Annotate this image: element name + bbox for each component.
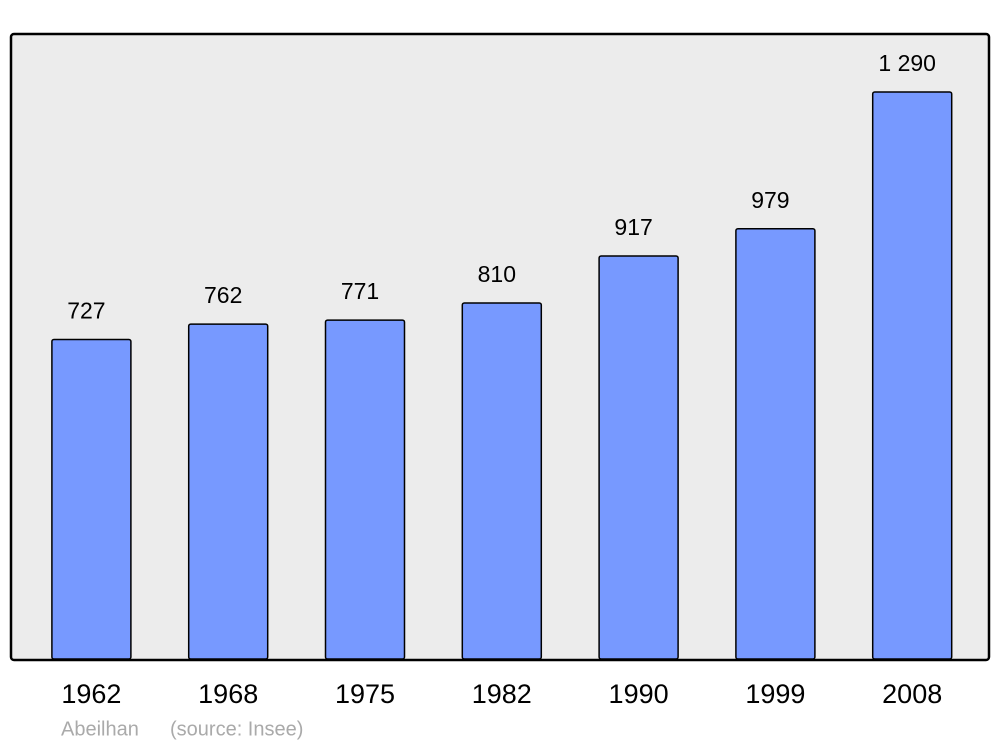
- value-label: 810: [478, 261, 516, 287]
- x-tick-label: 1962: [61, 679, 121, 709]
- x-tick-label: 1968: [198, 679, 258, 709]
- bar: [598, 255, 679, 660]
- value-label: 771: [341, 278, 379, 304]
- x-tick-label: 2008: [882, 679, 942, 709]
- bar: [51, 338, 132, 660]
- bar: [324, 319, 406, 660]
- x-tick-label: 1982: [472, 679, 532, 709]
- value-label: 727: [67, 298, 105, 324]
- value-label: 1 290: [878, 50, 936, 76]
- bar: [187, 323, 269, 660]
- bar: [735, 227, 816, 660]
- place-name: Abeilhan: [61, 718, 139, 740]
- value-label: 762: [204, 282, 242, 308]
- bar: [871, 91, 953, 660]
- value-label: 979: [751, 187, 789, 213]
- value-label: 917: [614, 214, 652, 240]
- x-tick-label: 1999: [745, 679, 805, 709]
- x-tick-label: 1990: [609, 679, 669, 709]
- bar: [461, 302, 543, 660]
- source-note: (source: Insee): [170, 718, 303, 740]
- x-tick-label: 1975: [335, 679, 395, 709]
